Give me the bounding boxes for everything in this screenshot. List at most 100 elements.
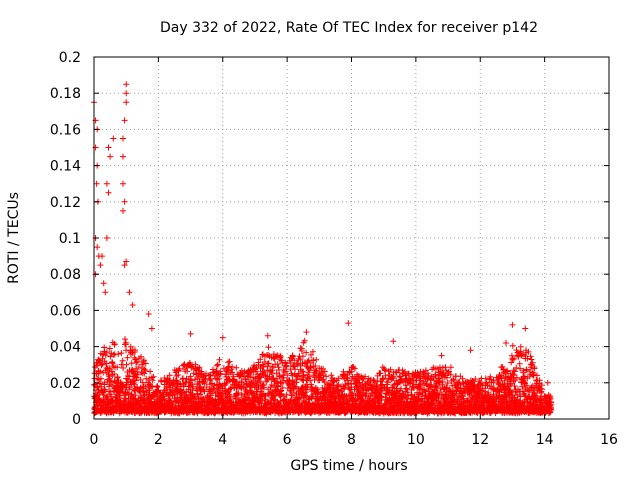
data-point [139,379,146,386]
data-point [235,390,242,396]
data-point [201,380,208,387]
x-tick-label: 6 [283,432,292,448]
data-point [265,344,272,351]
y-tick-label: 0.08 [50,267,81,283]
data-point [120,365,127,371]
data-point [265,352,272,358]
data-point [293,376,300,383]
data-point [291,383,298,390]
data-point [246,394,253,401]
y-tick-label: 0.2 [59,50,81,66]
data-point [286,377,293,384]
data-point [312,368,319,375]
data-point [330,378,337,385]
x-tick-label: 14 [536,432,554,448]
y-tick-label: 0.16 [50,122,81,138]
data-point [147,368,154,375]
data-point [264,398,271,405]
data-point [148,383,155,389]
data-point [220,365,227,372]
data-point [299,368,306,375]
data-point [257,356,264,363]
data-point [114,374,121,380]
data-point [188,364,195,371]
data-point [133,359,140,366]
x-tick-label: 2 [154,432,163,448]
data-point [226,358,233,365]
data-point [309,348,316,355]
data-point [93,362,100,369]
y-tick-label: 0.02 [50,376,81,392]
data-point [127,343,134,350]
data-point [197,391,204,398]
data-point [308,351,314,358]
y-tick-label: 0 [72,412,81,428]
data-point [97,375,104,382]
data-point [122,341,129,348]
data-point [323,373,330,380]
data-point [229,363,236,370]
data-point [102,386,108,393]
data-point [111,341,118,347]
data-point [166,372,173,379]
data-point [233,364,240,371]
data-point [122,336,128,343]
data-point [154,383,161,390]
x-tick-label: 8 [347,432,356,448]
data-point [146,375,153,382]
data-point [256,378,263,385]
data-point [106,345,113,352]
data-point [299,353,306,360]
data-point [97,368,104,375]
data-point [124,354,131,361]
data-point [313,356,320,363]
data-point [261,358,268,365]
data-point [291,357,298,364]
data-point [221,387,228,394]
data-point [225,359,232,366]
data-point [273,353,280,360]
data-point [114,364,121,371]
grid [94,57,609,419]
data-point [138,353,144,360]
data-point [292,366,299,373]
data-point [294,361,301,368]
data-point [289,353,296,360]
data-point [150,373,157,380]
data-point [274,361,281,368]
data-point [179,376,186,383]
data-point [170,381,177,388]
data-point [217,370,224,377]
x-tick-label: 10 [407,432,425,448]
data-point [270,375,277,382]
data-point [123,361,130,368]
data-point [269,367,276,374]
data-point [132,392,139,399]
data-point [132,347,138,354]
y-axis-label: ROTI / TECUs [6,192,22,284]
data-point [115,351,122,357]
x-tick-label: 0 [90,432,99,448]
data-point [300,372,307,379]
y-tick-label: 0.14 [50,159,81,175]
data-point [133,374,140,381]
y-tick-label: 0.18 [50,86,81,102]
data-point [216,375,223,382]
data-point [98,362,105,369]
y-tick-label: 0.12 [50,195,81,211]
data-point [196,364,203,371]
data-point [111,371,118,377]
data-point [184,368,191,375]
data-point [208,392,214,399]
data-point [214,362,220,369]
data-point [141,357,147,364]
data-point [274,382,281,389]
data-point [291,363,298,370]
data-point [124,390,131,396]
data-point [310,357,317,364]
data-point [120,381,126,388]
data-point [109,360,116,367]
data-point [192,376,199,383]
data-point [238,391,245,398]
data-point [215,361,221,368]
